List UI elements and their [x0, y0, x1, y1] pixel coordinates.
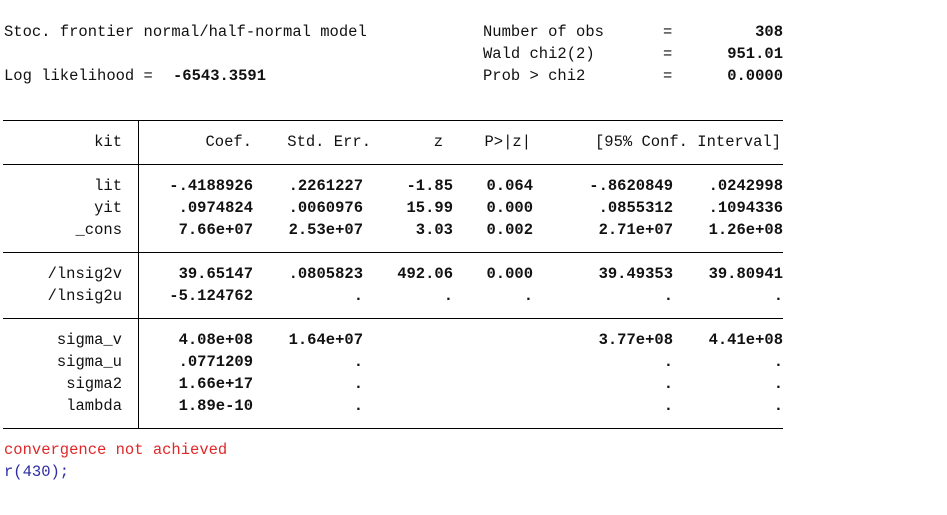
row-label: lit — [94, 177, 122, 195]
cell-value: . — [354, 353, 363, 371]
cell-value: .0060976 — [289, 199, 363, 217]
cell-value: . — [354, 397, 363, 415]
cell-value: 15.99 — [406, 199, 453, 217]
cell-value: . — [774, 287, 783, 305]
cell-value: 0.000 — [486, 265, 533, 283]
return-code: r(430); — [4, 463, 69, 481]
stat-eq: = — [663, 67, 672, 85]
cell-value: .0242998 — [709, 177, 783, 195]
log-likelihood-label: Log likelihood = — [4, 67, 153, 85]
row-label: sigma_v — [57, 331, 122, 349]
error-message: convergence not achieved — [4, 441, 227, 459]
cell-value: . — [774, 397, 783, 415]
cell-value: .0855312 — [599, 199, 673, 217]
cell-value: 1.89e-10 — [179, 397, 253, 415]
stat-value: 308 — [755, 23, 783, 41]
cell-value: 39.49353 — [599, 265, 673, 283]
row-label: /lnsig2u — [48, 287, 122, 305]
stat-eq: = — [663, 23, 672, 41]
cell-value: 1.64e+07 — [289, 331, 363, 349]
cell-value: .0974824 — [179, 199, 253, 217]
row-label: _cons — [74, 221, 122, 239]
cell-value: . — [354, 287, 363, 305]
cell-value: . — [524, 287, 533, 305]
log-likelihood-value: -6543.3591 — [173, 67, 266, 85]
cell-value: . — [664, 397, 673, 415]
cell-value: 3.77e+08 — [599, 331, 673, 349]
cell-value: . — [444, 287, 453, 305]
row-label: yit — [94, 199, 122, 217]
stat-value: 0.0000 — [727, 67, 783, 85]
row-label: sigma2 — [66, 375, 122, 393]
column-header: Coef. — [205, 133, 252, 151]
cell-value: 0.000 — [486, 199, 533, 217]
cell-value: .0805823 — [289, 265, 363, 283]
cell-value: 1.66e+17 — [179, 375, 253, 393]
cell-value: 4.08e+08 — [179, 331, 253, 349]
cell-value: 0.002 — [486, 221, 533, 239]
cell-value: 39.80941 — [709, 265, 783, 283]
cell-value: 2.53e+07 — [289, 221, 363, 239]
cell-value: 0.064 — [486, 177, 533, 195]
cell-value: .2261227 — [289, 177, 363, 195]
cell-value: -.8620849 — [589, 177, 673, 195]
cell-value: 2.71e+07 — [599, 221, 673, 239]
cell-value: . — [354, 375, 363, 393]
model-title: Stoc. frontier normal/half-normal model — [4, 23, 367, 41]
stat-eq: = — [663, 45, 672, 63]
cell-value: 492.06 — [397, 265, 453, 283]
cell-value: -.4188926 — [169, 177, 253, 195]
cell-value: 1.26e+08 — [709, 221, 783, 239]
cell-value: .1094336 — [709, 199, 783, 217]
cell-value: 3.03 — [416, 221, 453, 239]
column-header: P>|z| — [484, 133, 531, 151]
row-label: /lnsig2v — [48, 265, 122, 283]
row-label: lambda — [66, 397, 122, 415]
cell-value: . — [664, 353, 673, 371]
column-header: kit — [94, 133, 122, 151]
cell-value: . — [774, 375, 783, 393]
cell-value: . — [664, 287, 673, 305]
cell-value: 39.65147 — [179, 265, 253, 283]
cell-value: .0771209 — [179, 353, 253, 371]
stat-label: Wald chi2(2) — [483, 45, 595, 63]
cell-value: -5.124762 — [169, 287, 253, 305]
stat-label: Number of obs — [483, 23, 604, 41]
stat-label: Prob > chi2 — [483, 67, 585, 85]
cell-value: -1.85 — [406, 177, 453, 195]
cell-value: . — [664, 375, 673, 393]
stat-value: 951.01 — [727, 45, 783, 63]
column-header: Std. Err. — [287, 133, 371, 151]
row-label: sigma_u — [57, 353, 122, 371]
cell-value: 4.41e+08 — [709, 331, 783, 349]
column-header: [95% Conf. Interval] — [595, 133, 781, 151]
cell-value: 7.66e+07 — [179, 221, 253, 239]
cell-value: . — [774, 353, 783, 371]
column-header: z — [434, 133, 443, 151]
